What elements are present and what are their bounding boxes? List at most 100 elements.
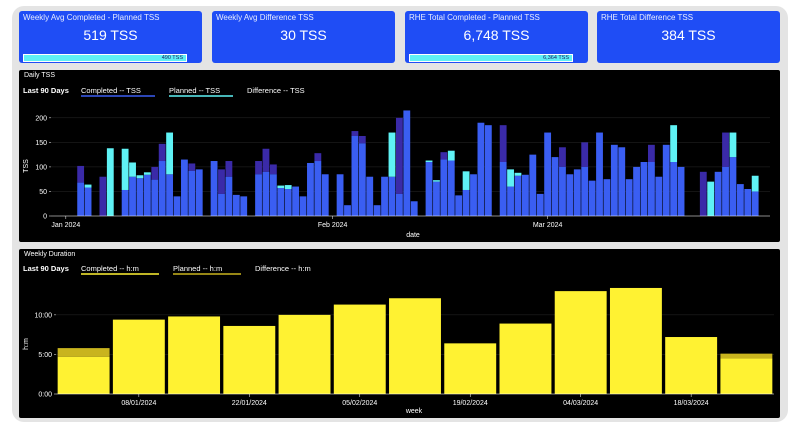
daily-difference-bar[interactable] [143, 172, 151, 175]
daily-completed-bar[interactable] [321, 174, 329, 216]
daily-completed-bar[interactable] [210, 161, 218, 216]
legend-completed[interactable]: Completed -- TSS [81, 86, 141, 95]
daily-difference-bar[interactable] [514, 172, 522, 176]
daily-completed-bar[interactable] [366, 176, 374, 216]
weekly-completed-bar[interactable] [223, 325, 276, 394]
daily-completed-bar[interactable] [262, 171, 270, 216]
daily-completed-bar[interactable] [225, 176, 233, 216]
kpi-card-weekly-avg-completed[interactable]: Weekly Avg Completed - Planned TSS 519 T… [19, 11, 202, 63]
daily-completed-bar[interactable] [618, 147, 626, 216]
weekly-completed-bar[interactable] [499, 323, 552, 394]
daily-planned-bar[interactable] [722, 132, 729, 167]
daily-completed-bar[interactable] [670, 162, 678, 216]
daily-completed-bar[interactable] [143, 174, 151, 216]
daily-planned-bar[interactable] [151, 166, 159, 180]
daily-completed-bar[interactable] [514, 175, 522, 216]
legend-difference[interactable]: Difference -- TSS [247, 86, 305, 95]
daily-completed-bar[interactable] [232, 194, 240, 216]
daily-completed-bar[interactable] [188, 170, 196, 216]
daily-completed-bar[interactable] [314, 161, 322, 216]
daily-completed-bar[interactable] [440, 159, 448, 216]
daily-completed-bar[interactable] [403, 110, 411, 216]
daily-planned-bar[interactable] [218, 169, 225, 194]
daily-difference-bar[interactable] [84, 184, 92, 188]
daily-completed-bar[interactable] [640, 162, 648, 216]
daily-completed-bar[interactable] [736, 184, 744, 216]
daily-difference-bar[interactable] [166, 132, 174, 175]
daily-completed-bar[interactable] [284, 189, 292, 216]
daily-completed-bar[interactable] [255, 174, 262, 216]
daily-completed-bar[interactable] [744, 189, 752, 216]
weekly-completed-bar[interactable] [57, 356, 110, 394]
daily-completed-bar[interactable] [470, 174, 477, 216]
daily-planned-bar[interactable] [699, 171, 707, 216]
daily-planned-bar[interactable] [269, 164, 277, 175]
daily-completed-bar[interactable] [596, 132, 603, 216]
daily-completed-bar[interactable] [455, 195, 463, 216]
daily-difference-bar[interactable] [729, 132, 737, 158]
daily-planned-bar[interactable] [581, 142, 589, 167]
weekly-completed-bar[interactable] [720, 358, 773, 394]
daily-planned-bar[interactable] [158, 143, 166, 162]
daily-completed-bar[interactable] [151, 179, 159, 216]
daily-completed-bar[interactable] [662, 144, 670, 216]
daily-completed-bar[interactable] [559, 166, 566, 216]
daily-completed-bar[interactable] [729, 157, 737, 216]
daily-tss-chart[interactable]: Last 90 Days Completed -- TSS Planned --… [19, 70, 780, 242]
daily-completed-bar[interactable] [292, 186, 300, 216]
daily-planned-bar[interactable] [647, 144, 655, 162]
daily-completed-bar[interactable] [536, 193, 544, 216]
daily-completed-bar[interactable] [410, 201, 418, 216]
daily-difference-bar[interactable] [277, 185, 285, 189]
daily-completed-bar[interactable] [610, 144, 618, 216]
kpi-card-total-completed[interactable]: RHE Total Completed - Planned TSS 6,748 … [405, 11, 588, 63]
daily-difference-bar[interactable] [121, 148, 129, 190]
weekly-completed-bar[interactable] [665, 337, 718, 394]
daily-planned-bar[interactable] [440, 152, 448, 160]
daily-difference-bar[interactable] [136, 175, 144, 179]
daily-completed-bar[interactable] [588, 180, 596, 216]
weekly-planned-bar[interactable] [57, 348, 110, 357]
daily-planned-bar[interactable] [499, 125, 507, 162]
daily-difference-bar[interactable] [433, 180, 440, 182]
daily-difference-bar[interactable] [388, 132, 396, 177]
daily-completed-bar[interactable] [77, 182, 85, 216]
daily-difference-bar[interactable] [284, 185, 292, 189]
daily-completed-bar[interactable] [181, 159, 188, 216]
daily-completed-bar[interactable] [129, 176, 136, 216]
daily-completed-bar[interactable] [218, 193, 225, 216]
daily-difference-bar[interactable] [106, 148, 114, 216]
daily-planned-bar[interactable] [559, 147, 566, 167]
daily-completed-bar[interactable] [136, 178, 144, 216]
daily-completed-bar[interactable] [647, 162, 655, 216]
daily-completed-bar[interactable] [299, 196, 307, 216]
legend-difference[interactable]: Difference -- h:m [255, 264, 311, 273]
daily-difference-bar[interactable] [507, 169, 514, 187]
daily-difference-bar[interactable] [751, 175, 759, 192]
daily-completed-bar[interactable] [381, 176, 388, 216]
daily-completed-bar[interactable] [388, 176, 396, 216]
daily-completed-bar[interactable] [84, 187, 92, 216]
daily-completed-bar[interactable] [462, 189, 470, 216]
daily-difference-bar[interactable] [707, 181, 715, 216]
kpi-card-total-difference[interactable]: RHE Total Difference TSS 384 TSS [597, 11, 780, 63]
daily-completed-bar[interactable] [166, 174, 174, 216]
daily-completed-bar[interactable] [307, 162, 314, 216]
daily-completed-bar[interactable] [433, 181, 440, 216]
daily-completed-bar[interactable] [121, 189, 129, 216]
daily-completed-bar[interactable] [521, 174, 529, 216]
daily-completed-bar[interactable] [358, 143, 366, 216]
daily-completed-bar[interactable] [677, 166, 685, 216]
daily-completed-bar[interactable] [544, 132, 552, 216]
daily-completed-bar[interactable] [173, 196, 181, 216]
daily-difference-bar[interactable] [670, 125, 678, 162]
daily-planned-bar[interactable] [395, 117, 403, 194]
daily-completed-bar[interactable] [269, 174, 277, 216]
daily-planned-bar[interactable] [351, 131, 359, 136]
weekly-completed-bar[interactable] [444, 343, 497, 394]
daily-planned-bar[interactable] [262, 148, 270, 172]
daily-completed-bar[interactable] [566, 174, 574, 216]
daily-planned-bar[interactable] [255, 161, 262, 175]
daily-completed-bar[interactable] [625, 179, 633, 216]
daily-completed-bar[interactable] [344, 205, 351, 216]
